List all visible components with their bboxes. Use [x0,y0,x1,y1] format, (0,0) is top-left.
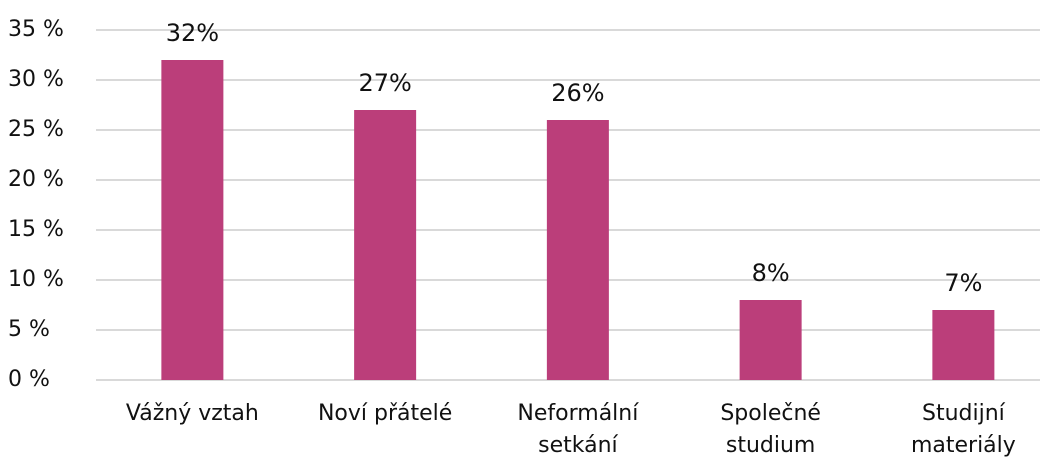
bar [932,310,995,380]
value-label: 8% [752,259,790,287]
y-tick-label: 10 % [8,267,64,292]
bar [161,60,224,380]
bar [546,120,609,380]
y-tick-label: 25 % [8,117,64,142]
x-tick-label: Neformální setkání [517,401,639,458]
value-label: 27% [358,69,411,97]
bar [354,110,417,380]
y-tick-label: 15 % [8,217,64,242]
x-tick-label: Noví přátelé [317,401,453,426]
y-tick-label: 20 % [8,167,64,192]
value-label: 32% [166,19,219,47]
x-tick-label: Vážný vztah [125,401,259,426]
value-label: 7% [944,269,982,297]
y-tick-label: 30 % [8,67,64,92]
x-tick-label: Studijní materiály [910,401,1016,458]
y-tick-label: 5 % [8,317,50,342]
y-tick-label: 35 % [8,17,64,42]
y-tick-label: 0 % [8,367,50,392]
x-tick-label: Společné studium [720,401,821,458]
value-label: 26% [551,79,604,107]
bar [739,300,802,380]
